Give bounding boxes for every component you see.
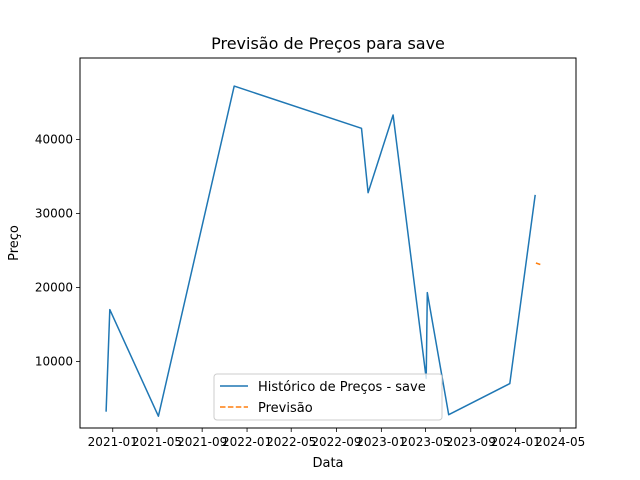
x-tick-label-4: 2022-05	[266, 435, 316, 449]
x-tick-label-9: 2024-01	[491, 435, 541, 449]
legend-label-0: Histórico de Preços - save	[258, 380, 426, 395]
y-axis-label: Preço	[7, 225, 22, 261]
legend: Histórico de Preços - save Previsão	[213, 373, 443, 421]
y-tick-label-0: 10000	[35, 354, 73, 368]
y-tick-label-2: 30000	[35, 206, 73, 220]
series-line-1	[535, 262, 541, 266]
x-tick-label-7: 2023-05	[400, 435, 450, 449]
plot-area	[105, 85, 541, 417]
x-tick-label-6: 2023-01	[356, 435, 406, 449]
x-tick-label-2: 2021-09	[177, 435, 227, 449]
series-line-0	[105, 85, 536, 417]
x-tick-label-3: 2022-01	[222, 435, 272, 449]
plot-frame	[79, 57, 577, 429]
x-tick-label-0: 2021-01	[88, 435, 138, 449]
legend-label-1: Previsão	[258, 401, 313, 416]
x-axis-label: Data	[312, 456, 343, 471]
legend-box	[213, 373, 443, 421]
x-tick-label-10: 2024-05	[535, 435, 585, 449]
chart-title: Previsão de Preços para save	[211, 34, 445, 53]
x-tick-label-1: 2021-05	[132, 435, 182, 449]
x-tick-label-8: 2023-09	[446, 435, 496, 449]
y-tick-label-3: 40000	[35, 132, 73, 146]
x-tick-label-5: 2022-09	[311, 435, 361, 449]
y-tick-label-1: 20000	[35, 280, 73, 294]
